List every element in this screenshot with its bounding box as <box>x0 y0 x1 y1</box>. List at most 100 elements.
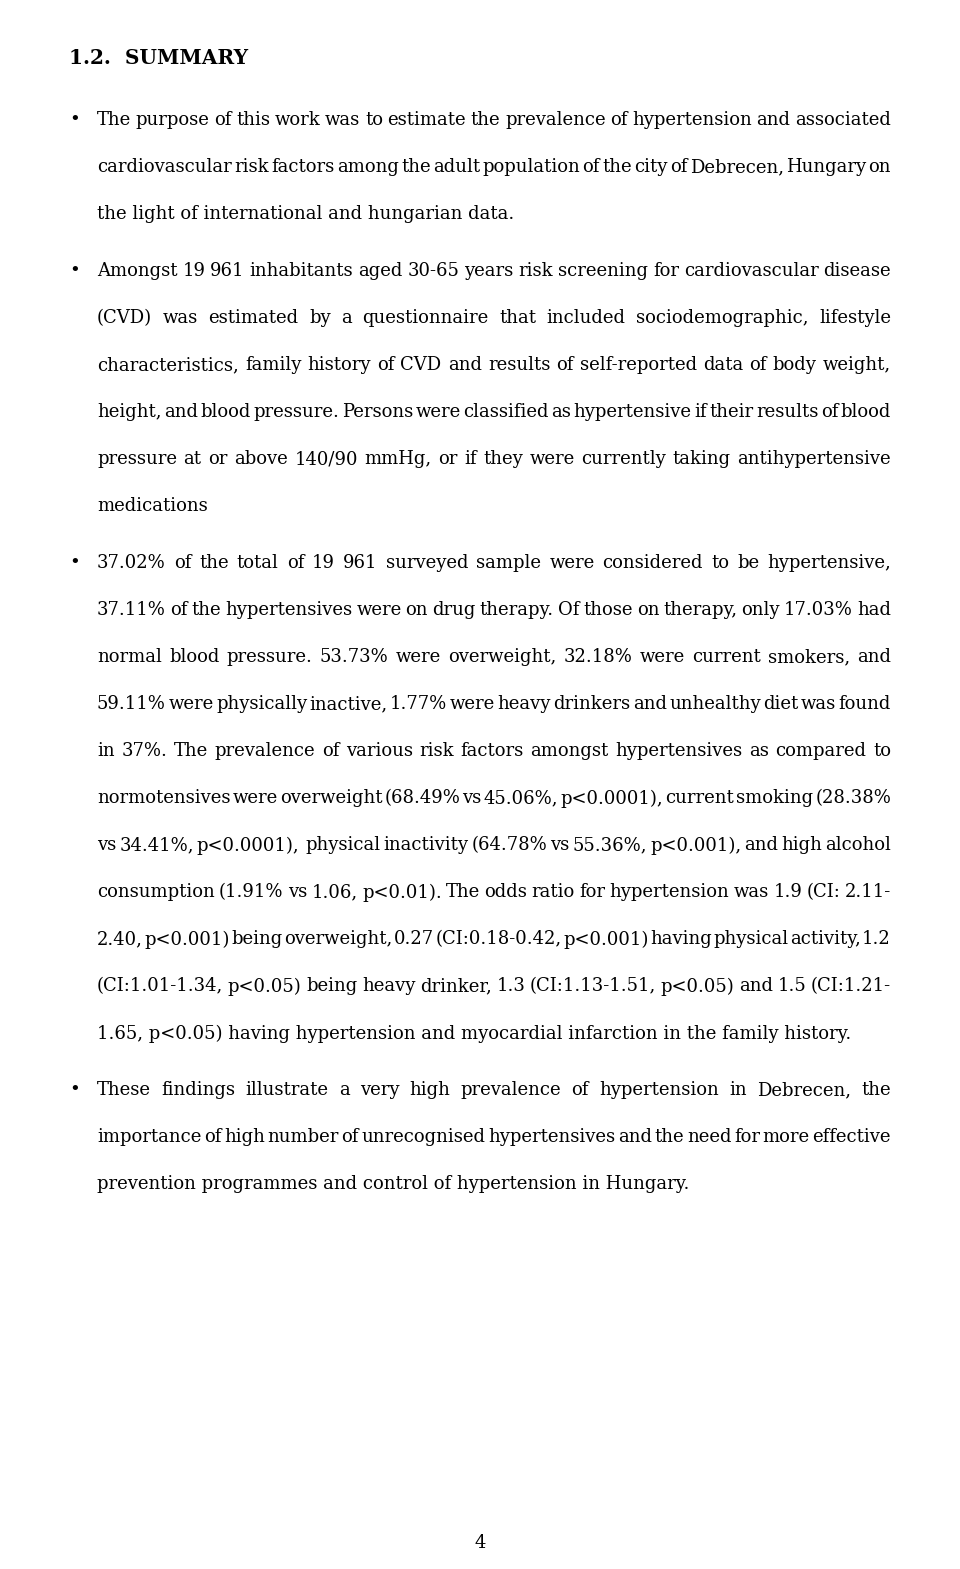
Text: prevalence: prevalence <box>214 742 315 761</box>
Text: hypertension: hypertension <box>610 883 730 902</box>
Text: results: results <box>756 403 818 422</box>
Text: cardiovascular: cardiovascular <box>97 158 231 176</box>
Text: height,: height, <box>97 403 161 422</box>
Text: risk: risk <box>234 158 269 176</box>
Text: hypertensives: hypertensives <box>615 742 742 761</box>
Text: only: only <box>741 601 780 620</box>
Text: as: as <box>749 742 769 761</box>
Text: of: of <box>204 1128 222 1147</box>
Text: compared: compared <box>776 742 867 761</box>
Text: of: of <box>556 356 574 375</box>
Text: classified: classified <box>464 403 549 422</box>
Text: medications: medications <box>97 497 207 516</box>
Text: self-reported: self-reported <box>580 356 697 375</box>
Text: risk: risk <box>518 262 553 281</box>
Text: 19: 19 <box>312 554 335 573</box>
Text: for: for <box>580 883 606 902</box>
Text: being: being <box>231 930 282 948</box>
Text: pressure: pressure <box>97 450 177 469</box>
Text: physical: physical <box>305 836 380 855</box>
Text: if: if <box>464 450 476 469</box>
Text: p<0.001): p<0.001) <box>144 930 229 949</box>
Text: questionnaire: questionnaire <box>362 309 489 328</box>
Text: prevention programmes and control of hypertension in Hungary.: prevention programmes and control of hyp… <box>97 1175 689 1194</box>
Text: activity,: activity, <box>790 930 861 948</box>
Text: therapy,: therapy, <box>663 601 737 620</box>
Text: 37%.: 37%. <box>121 742 167 761</box>
Text: These: These <box>97 1081 151 1100</box>
Text: 1.3: 1.3 <box>496 977 525 995</box>
Text: blood: blood <box>841 403 891 422</box>
Text: hypertension: hypertension <box>599 1081 719 1100</box>
Text: (CI:: (CI: <box>806 883 840 902</box>
Text: 55.36%,: 55.36%, <box>572 836 647 855</box>
Text: vs: vs <box>97 836 116 855</box>
Text: (CI:0.18-0.42,: (CI:0.18-0.42, <box>436 930 562 948</box>
Text: importance: importance <box>97 1128 202 1147</box>
Text: therapy.: therapy. <box>480 601 554 620</box>
Text: 2.11-: 2.11- <box>845 883 891 902</box>
Text: and: and <box>633 695 667 714</box>
Text: found: found <box>839 695 891 714</box>
Text: need: need <box>687 1128 732 1147</box>
Text: physically: physically <box>216 695 307 714</box>
Text: hypertension: hypertension <box>633 111 752 130</box>
Text: illustrate: illustrate <box>246 1081 328 1100</box>
Text: adult: adult <box>433 158 480 176</box>
Text: 1.9: 1.9 <box>774 883 803 902</box>
Text: drinker,: drinker, <box>420 977 492 995</box>
Text: cardiovascular: cardiovascular <box>684 262 819 281</box>
Text: by: by <box>309 309 330 328</box>
Text: were: were <box>530 450 575 469</box>
Text: •: • <box>69 554 80 573</box>
Text: very: very <box>360 1081 399 1100</box>
Text: were: were <box>450 695 495 714</box>
Text: surveyed: surveyed <box>386 554 468 573</box>
Text: those: those <box>584 601 633 620</box>
Text: 30-65: 30-65 <box>407 262 460 281</box>
Text: the: the <box>199 554 228 573</box>
Text: 37.02%: 37.02% <box>97 554 166 573</box>
Text: the: the <box>861 1081 891 1100</box>
Text: were: were <box>416 403 461 422</box>
Text: at: at <box>183 450 202 469</box>
Text: 17.03%: 17.03% <box>784 601 852 620</box>
Text: the: the <box>470 111 500 130</box>
Text: was: was <box>162 309 198 328</box>
Text: to: to <box>711 554 729 573</box>
Text: 34.41%,: 34.41%, <box>119 836 194 855</box>
Text: on: on <box>406 601 428 620</box>
Text: CVD: CVD <box>400 356 442 375</box>
Text: weight,: weight, <box>823 356 891 375</box>
Text: having: having <box>650 930 711 948</box>
Text: the: the <box>655 1128 684 1147</box>
Text: disease: disease <box>824 262 891 281</box>
Text: (1.91%: (1.91% <box>219 883 283 902</box>
Text: Debrecen,: Debrecen, <box>757 1081 852 1100</box>
Text: Debrecen,: Debrecen, <box>689 158 783 176</box>
Text: 1.5: 1.5 <box>778 977 806 995</box>
Text: p<0.001),: p<0.001), <box>650 836 741 855</box>
Text: physical: physical <box>713 930 788 948</box>
Text: body: body <box>773 356 817 375</box>
Text: family: family <box>245 356 301 375</box>
Text: or: or <box>438 450 458 469</box>
Text: effective: effective <box>812 1128 891 1147</box>
Text: hypertensives: hypertensives <box>489 1128 615 1147</box>
Text: of: of <box>342 1128 359 1147</box>
Text: purpose: purpose <box>135 111 209 130</box>
Text: unhealthy: unhealthy <box>669 695 761 714</box>
Text: were: were <box>639 648 684 667</box>
Text: Persons: Persons <box>342 403 413 422</box>
Text: for: for <box>734 1128 760 1147</box>
Text: blood: blood <box>201 403 251 422</box>
Text: of: of <box>287 554 304 573</box>
Text: taking: taking <box>673 450 731 469</box>
Text: and: and <box>447 356 482 375</box>
Text: ratio: ratio <box>532 883 575 902</box>
Text: and: and <box>739 977 773 995</box>
Text: lifestyle: lifestyle <box>819 309 891 328</box>
Text: of: of <box>821 403 838 422</box>
Text: estimate: estimate <box>388 111 467 130</box>
Text: included: included <box>546 309 626 328</box>
